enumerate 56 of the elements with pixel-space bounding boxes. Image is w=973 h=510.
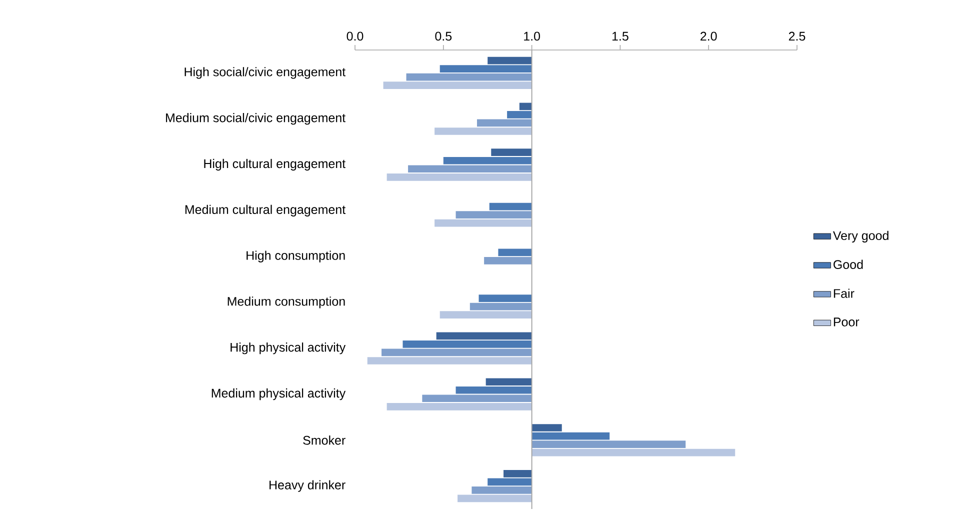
bar (456, 386, 532, 394)
y-tick-label: High social/civic engagement (184, 67, 346, 80)
bar (367, 357, 532, 365)
bar (491, 148, 532, 156)
bar (472, 486, 532, 494)
bar (434, 220, 532, 227)
y-tick-label: Medium social/civic engagement (166, 113, 346, 125)
x-tick-label: 2.5 (788, 32, 806, 41)
y-tick-label: Smoker (303, 436, 346, 445)
bar (478, 294, 532, 302)
bar (386, 174, 532, 182)
bar (386, 403, 532, 411)
y-tick-label: Medium physical activity (212, 388, 346, 400)
bar (440, 65, 532, 73)
y-tick-label: Medium cultural engagement (185, 205, 346, 217)
y-tick-label: High physical activity (230, 342, 346, 354)
bar (484, 257, 532, 265)
bar (402, 340, 532, 348)
bar (519, 103, 532, 110)
bar (382, 349, 532, 356)
bar (504, 470, 532, 478)
bar (489, 203, 532, 210)
y-tick-label: High cultural engagement (204, 159, 346, 171)
bar (488, 478, 532, 486)
y-tick-label: Heavy drinker (270, 480, 346, 492)
bar (488, 57, 532, 64)
legend-label: Good (834, 260, 863, 270)
bar (443, 157, 532, 165)
x-tick-label: 0.5 (435, 32, 452, 41)
bar (456, 211, 532, 219)
bar (470, 303, 532, 311)
x-tick-label: 1.0 (524, 32, 540, 41)
y-tick-label: High consumption (246, 250, 345, 263)
bar (440, 311, 532, 319)
bar (458, 495, 532, 502)
legend-label: Poor (834, 318, 860, 327)
x-tick-label: 0.0 (346, 32, 364, 41)
bar (476, 120, 532, 127)
bar (422, 394, 532, 402)
bar (532, 432, 610, 440)
legend-label: Fair (834, 288, 854, 298)
bar (486, 378, 532, 386)
y-tick-label: Medium consumption (228, 296, 345, 309)
x-tick-label: 2.0 (700, 32, 717, 41)
bar (434, 128, 532, 136)
legend-label: Very good (832, 231, 888, 243)
bar (383, 82, 532, 90)
bar (406, 74, 532, 82)
bar (408, 165, 532, 173)
x-tick-label: 1.5 (612, 32, 628, 41)
bar (498, 249, 532, 256)
bar (532, 440, 686, 448)
bar (532, 449, 736, 456)
bar (436, 332, 532, 340)
bar (507, 111, 532, 119)
bar (532, 424, 562, 432)
